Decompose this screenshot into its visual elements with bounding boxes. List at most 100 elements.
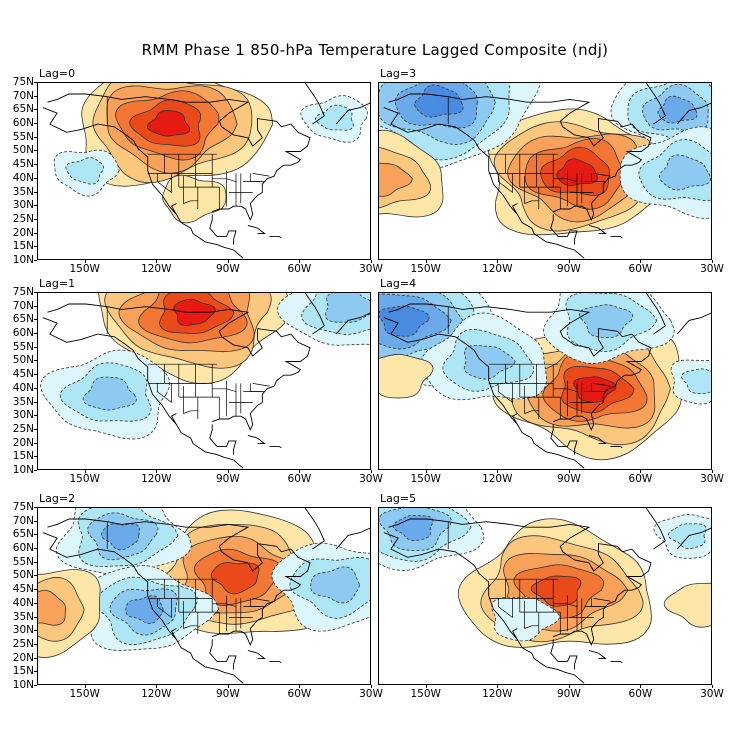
warm-anomaly (162, 174, 227, 224)
y-tick-mark (34, 507, 37, 508)
state-boundary (156, 173, 172, 193)
cool-anomaly (277, 293, 370, 346)
x-tick-mark (712, 685, 713, 688)
warm-anomaly (379, 353, 434, 399)
y-tick-mark (34, 548, 37, 550)
x-tick-label: 150W (410, 473, 441, 485)
contour-level-3 (324, 293, 370, 323)
y-tick-mark (34, 561, 37, 563)
coastline (383, 293, 711, 469)
y-tick-mark (34, 602, 37, 604)
y-tick-label: 50N (12, 354, 34, 367)
contour-level-4 (125, 595, 164, 624)
y-tick-label: 40N (12, 381, 34, 394)
cool-anomaly (271, 542, 370, 632)
y-tick-label: 20N (12, 436, 34, 449)
y-tick-label: 60N (12, 327, 34, 340)
contour-level-3 (38, 589, 67, 626)
y-tick-mark (34, 630, 37, 632)
panel-label: Lag=3 (380, 67, 417, 80)
x-tick-mark (568, 260, 570, 263)
contour-map (40, 293, 370, 469)
y-tick-label: 15N (12, 665, 34, 678)
y-tick-mark (34, 333, 37, 335)
state-boundary (497, 383, 513, 403)
x-tick-mark (497, 470, 499, 473)
y-tick-label: 75N (12, 76, 34, 88)
y-tick-label: 70N (12, 514, 34, 527)
x-tick-mark (568, 685, 570, 688)
y-tick-label: 50N (12, 569, 34, 582)
y-tick-mark (34, 401, 37, 403)
x-tick-mark (640, 260, 642, 263)
x-tick-label: 60W (287, 263, 312, 275)
state-boundary (183, 410, 199, 419)
state-boundary (524, 625, 540, 634)
x-tick-label: 120W (482, 263, 513, 275)
cool-anomaly (40, 349, 171, 440)
y-tick-mark (34, 191, 37, 193)
contour-level-5 (414, 84, 464, 118)
map-frame (37, 292, 371, 470)
y-tick-mark (34, 520, 37, 522)
x-tick-label: 150W (410, 263, 441, 275)
panel-label: Lag=0 (39, 67, 76, 80)
coastline (42, 293, 370, 469)
cool-anomaly (619, 126, 711, 219)
y-tick-label: 35N (12, 610, 34, 623)
state-boundary (524, 200, 540, 209)
contour-level-4 (101, 523, 141, 551)
warm-anomaly (663, 582, 711, 628)
x-tick-label: 120W (141, 688, 172, 700)
warm-anomaly (492, 327, 682, 461)
x-tick-label: 30W (700, 473, 724, 485)
y-tick-label: 20N (12, 226, 34, 239)
warm-anomaly (38, 569, 101, 658)
x-tick-mark (712, 260, 713, 263)
y-tick-mark (34, 374, 37, 376)
x-tick-label: 30W (700, 688, 724, 700)
contour-level-2 (667, 523, 707, 549)
state-boundary (212, 603, 237, 607)
state-boundary (593, 383, 611, 387)
y-tick-mark (34, 575, 37, 577)
y-tick-label: 60N (12, 117, 34, 130)
contour-map (379, 83, 711, 259)
state-boundary (553, 388, 578, 392)
contour-map (379, 293, 711, 469)
y-tick-mark (34, 319, 37, 321)
panel-label: Lag=5 (380, 492, 417, 505)
cool-anomaly (670, 359, 711, 405)
y-tick-mark (34, 218, 37, 220)
state-boundary (497, 173, 513, 193)
y-tick-mark (34, 456, 37, 458)
contour-level-2 (681, 368, 711, 394)
x-tick-mark (425, 685, 427, 688)
contour-level-2 (65, 157, 104, 185)
panel-label: Lag=2 (39, 492, 76, 505)
state-boundary (212, 178, 237, 182)
y-tick-mark (34, 589, 37, 591)
x-tick-mark (497, 685, 499, 688)
map-frame (378, 507, 712, 685)
cool-anomaly (653, 514, 711, 559)
state-boundary (252, 598, 270, 602)
chart-title: RMM Phase 1 850-hPa Temperature Lagged C… (141, 41, 609, 59)
state-boundary (497, 598, 513, 618)
x-tick-label: 90W (556, 473, 581, 485)
y-tick-label: 55N (12, 555, 34, 568)
coastline (42, 508, 370, 684)
y-tick-mark (34, 177, 37, 179)
x-tick-label: 90W (215, 688, 240, 700)
x-tick-mark (640, 685, 642, 688)
x-tick-label: 90W (215, 263, 240, 275)
contour-map (379, 508, 711, 684)
state-boundary (524, 410, 540, 419)
coastline (42, 83, 370, 259)
x-tick-label: 60W (628, 263, 653, 275)
y-tick-mark (34, 415, 37, 417)
x-tick-mark (156, 685, 158, 688)
contour-level-3 (463, 345, 516, 380)
x-tick-mark (299, 685, 301, 688)
state-boundary (593, 598, 611, 602)
